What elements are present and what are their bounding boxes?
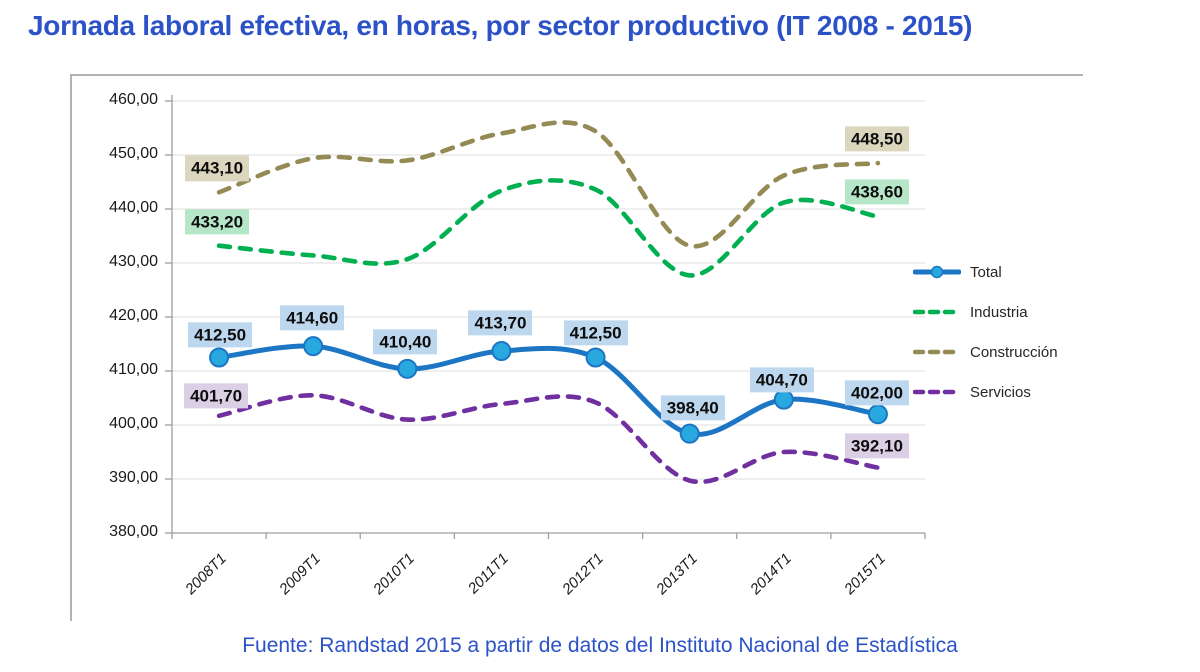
data-point-marker [491,341,512,362]
data-point-marker [867,404,888,425]
data-point-marker [209,347,230,368]
data-label: 402,00 [844,380,909,406]
data-point-marker [585,347,606,368]
data-label: 401,70 [184,383,249,409]
chart-frame [70,74,1083,621]
legend: Total Industria Construcción Servicios [913,252,1058,412]
y-axis-tick-label: 460,00 [109,91,158,108]
legend-label-total: Total [970,263,1002,281]
legend-item-total: Total [913,252,1058,292]
legend-label-servicios: Servicios [970,383,1031,401]
series-line-construcción [216,120,881,249]
source-caption: Fuente: Randstad 2015 a partir de datos … [242,634,958,657]
legend-label-industria: Industria [970,303,1028,321]
data-label: 414,60 [280,305,345,331]
legend-servicios-line-icon [913,389,961,395]
data-point-marker [679,423,700,444]
series-line-industria [216,178,881,278]
y-axis-tick-label: 400,00 [109,415,158,432]
legend-item-industria: Industria [913,292,1058,332]
data-label: 433,20 [185,209,250,235]
legend-total-line-icon [913,265,961,279]
data-point-marker [773,389,794,410]
y-axis-tick-label: 380,00 [109,523,158,540]
data-label: 398,40 [660,395,725,421]
y-axis-tick-label: 390,00 [109,469,158,486]
data-label: 443,10 [185,155,250,181]
data-label: 404,70 [749,366,814,393]
data-label: 438,60 [844,178,909,205]
y-axis-tick-label: 430,00 [109,253,158,270]
legend-item-construccion: Construcción [913,332,1058,372]
legend-industria-line-icon [913,309,961,315]
legend-label-construccion: Construcción [970,343,1058,361]
y-axis-tick-label: 420,00 [109,307,158,324]
y-axis-tick-label: 410,00 [109,361,158,378]
y-axis-tick-label: 450,00 [109,145,158,162]
data-label: 412,50 [563,319,628,346]
data-point-marker [397,358,418,379]
series-line-total [216,343,881,437]
data-label: 410,40 [373,329,438,355]
legend-construccion-line-icon [913,349,961,355]
data-label: 413,70 [468,310,533,336]
y-axis-tick-label: 440,00 [109,199,158,216]
legend-item-servicios: Servicios [913,372,1058,412]
series-line-servicios [216,392,881,485]
data-label: 448,50 [844,126,909,152]
data-point-marker [303,336,324,357]
data-label: 412,50 [188,321,253,348]
data-label: 392,10 [844,433,909,459]
page-title: Jornada laboral efectiva, en horas, por … [28,10,973,41]
